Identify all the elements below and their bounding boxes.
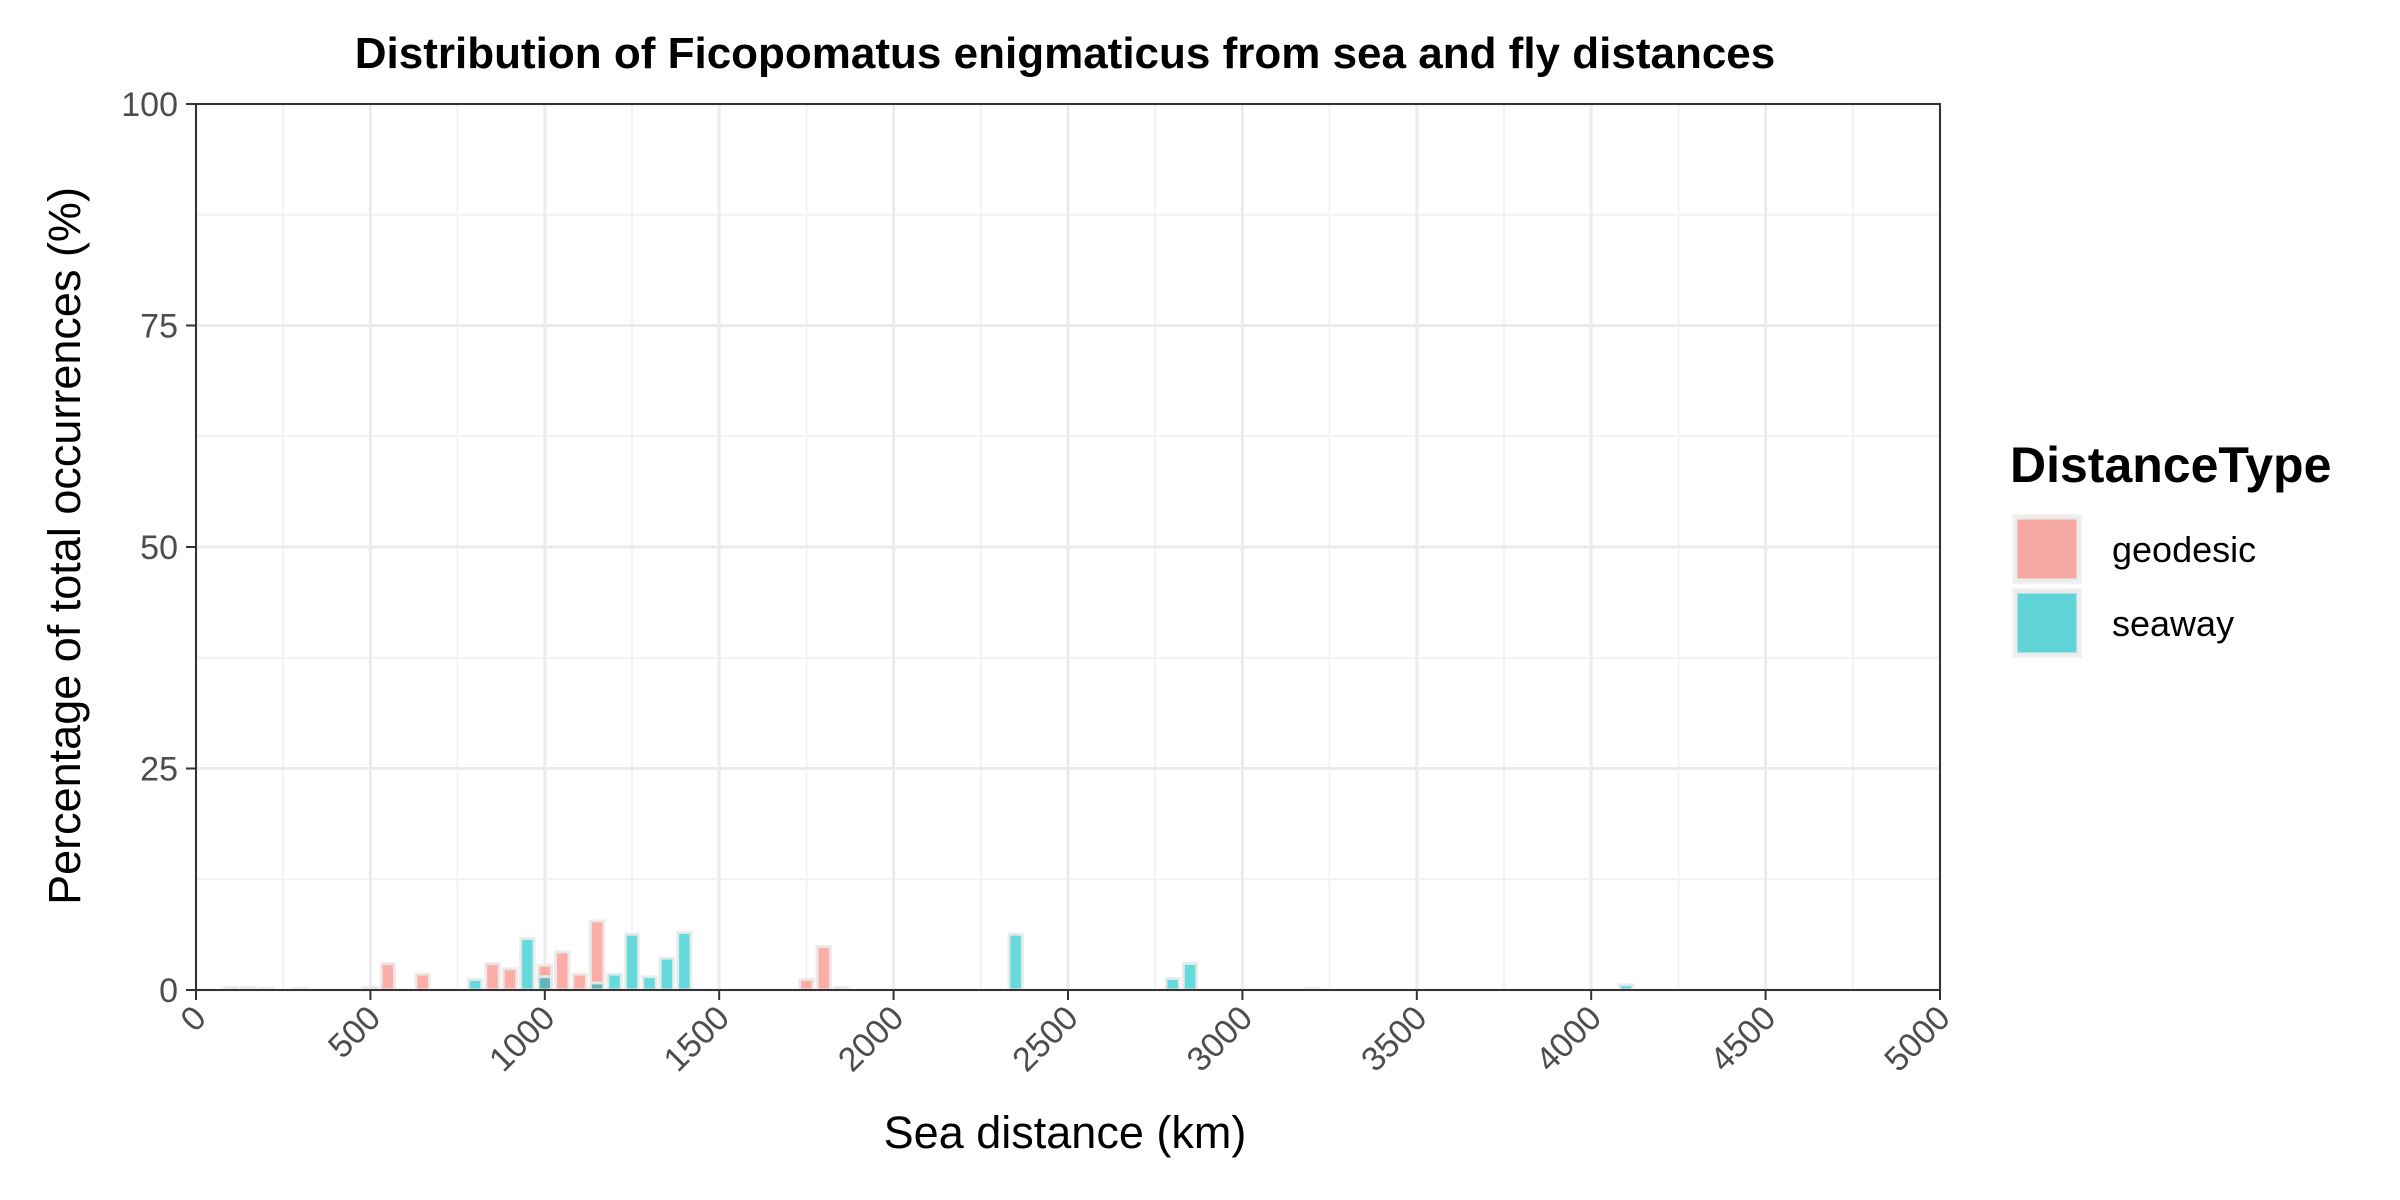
bar-seaway [519,937,536,992]
x-axis-title: Sea distance (km) [884,1107,1247,1158]
bar-seaway [641,975,658,992]
bar-seaway [623,932,641,992]
bar-geodesic [798,977,815,992]
bar-geodesic [571,972,588,992]
chart-title: Distribution of Ficopomatus enigmaticus … [355,29,1775,78]
bar-seaway [676,930,693,992]
legend: DistanceType geodesic seaway [2010,437,2331,658]
x-tick-label: 3500 [1354,999,1434,1079]
x-tick-label: 4500 [1703,999,1783,1079]
x-tick-label: 1000 [482,999,562,1079]
bar-seaway [536,975,554,992]
grid-lines [194,102,1942,992]
y-tick-label: 100 [121,86,178,124]
bar-geodesic [501,967,519,992]
x-tick-label: 0 [173,999,213,1039]
legend-label-geodesic: geodesic [2112,529,2256,570]
bar-geodesic [484,961,501,992]
bar-seaway [1181,961,1199,992]
bar-geodesic [588,919,606,992]
x-tick-label: 2000 [831,999,911,1079]
bar-seaway [588,981,606,992]
x-tick-label: 500 [321,999,388,1066]
legend-key-geodesic [2014,516,2080,582]
y-axis-title: Percentage of total occurrences (%) [39,187,90,905]
x-tick-label: 2500 [1005,999,1085,1079]
bar-geodesic [414,972,431,992]
bar-seaway [658,956,676,992]
legend-label-seaway: seaway [2112,603,2234,644]
x-tick-label: 4000 [1529,999,1609,1079]
bar-geodesic [554,950,571,992]
bar-geodesic [379,961,397,992]
y-tick-label: 0 [159,972,178,1010]
x-tick-label: 5000 [1877,999,1957,1079]
y-tick-label: 75 [140,308,178,346]
legend-title: DistanceType [2010,437,2331,493]
y-tick-label: 50 [140,529,178,567]
x-tick-label: 1500 [657,999,737,1079]
bar-seaway [1007,932,1024,992]
bar-seaway [1164,976,1181,992]
bar-seaway [466,977,484,992]
bar-geodesic [815,945,833,992]
y-tick-label: 25 [140,751,178,789]
bar-seaway [606,972,623,992]
legend-key-seaway [2014,590,2080,656]
x-tick-label: 3000 [1180,999,1260,1079]
